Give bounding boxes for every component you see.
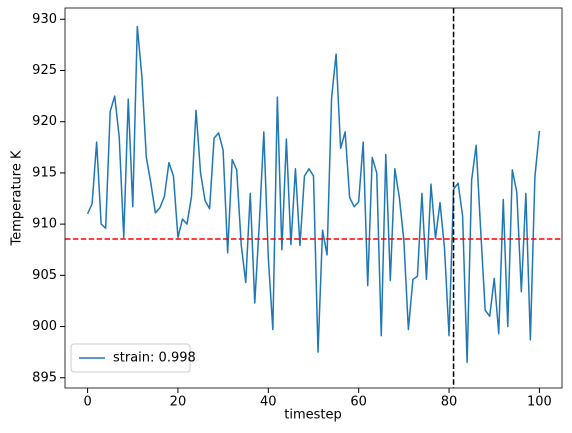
- plot-frame: [64, 7, 563, 389]
- y-tick-label: 895: [32, 370, 57, 385]
- y-tick-label: 930: [32, 12, 57, 27]
- y-tick-label: 910: [32, 217, 57, 232]
- legend-label: strain: 0.998: [113, 351, 196, 366]
- y-axis-label: Temperature K: [10, 150, 25, 246]
- x-tick-label: 60: [350, 395, 367, 410]
- y-tick-label: 905: [32, 268, 57, 283]
- data-line: [86, 25, 541, 364]
- y-tick-label: 900: [32, 319, 57, 334]
- x-tick-label: 40: [260, 395, 277, 410]
- x-axis-label: timestep: [284, 408, 342, 423]
- x-tick-label: 100: [527, 395, 552, 410]
- y-tick-label: 920: [32, 114, 57, 129]
- x-tick-label: 20: [170, 395, 187, 410]
- x-tick-label: 80: [441, 395, 458, 410]
- y-tick-label: 915: [32, 165, 57, 180]
- y-tick-label: 925: [32, 63, 57, 78]
- legend-box: [70, 343, 191, 373]
- x-tick-label: 0: [83, 395, 91, 410]
